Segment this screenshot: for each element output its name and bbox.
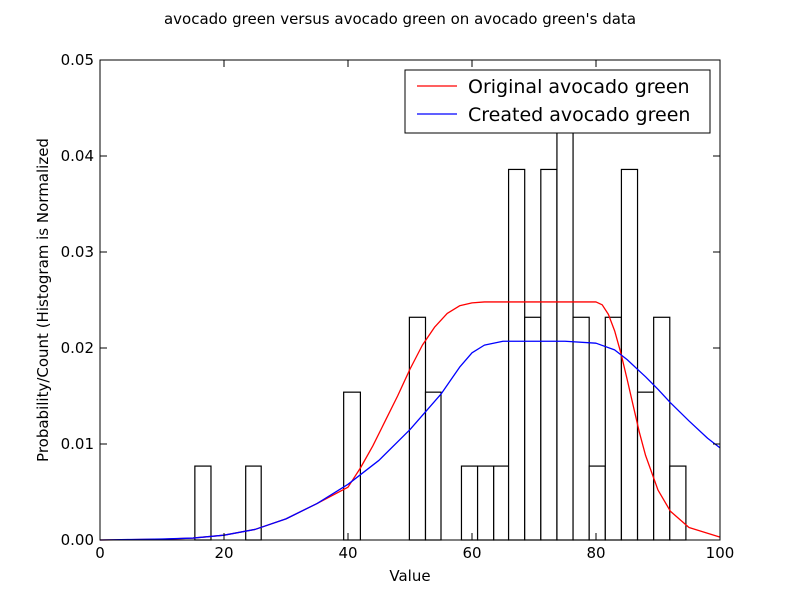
histogram-bar-0 <box>194 465 212 541</box>
histogram-bar-11 <box>556 131 574 541</box>
y-tick-label-2: 0.02 <box>61 339 94 357</box>
histogram-bars <box>194 131 687 541</box>
legend-label-created: Created avocado green <box>468 104 690 126</box>
histogram-bar-4 <box>424 391 442 541</box>
legend: Original avocado green Created avocado g… <box>404 69 711 134</box>
histogram-bar-12 <box>572 316 590 541</box>
legend-label-original: Original avocado green <box>468 76 690 98</box>
histogram-bar-14 <box>604 316 623 541</box>
x-tick-label-0: 0 <box>95 544 105 562</box>
y-tick-label-1: 0.01 <box>61 435 94 453</box>
y-axis-ticks: 0.00 0.01 0.02 0.03 0.04 0.05 <box>61 51 720 549</box>
legend-box <box>404 69 711 134</box>
y-tick-label-5: 0.05 <box>61 51 94 69</box>
x-tick-label-5: 100 <box>706 544 735 562</box>
series-line-1 <box>99 340 721 541</box>
histogram-bar-5 <box>460 465 479 541</box>
histogram-bar-13 <box>588 465 606 541</box>
histogram-bar-8 <box>507 168 526 541</box>
x-tick-label-4: 80 <box>586 544 605 562</box>
histogram-bar-9 <box>524 316 542 541</box>
chart-title: avocado green versus avocado green on av… <box>164 10 636 28</box>
x-axis-label: Value <box>389 567 430 585</box>
histogram-bar-6 <box>476 465 495 541</box>
histogram-bar-7 <box>493 465 510 541</box>
histogram-bar-16 <box>636 391 655 541</box>
x-axis-ticks: 0 20 40 60 80 100 <box>95 60 734 562</box>
x-tick-label-1: 20 <box>214 544 233 562</box>
y-axis-label: Probability/Count (Histogram is Normaliz… <box>34 138 52 462</box>
histogram-bar-15 <box>620 168 639 541</box>
series-lines <box>99 301 721 541</box>
y-tick-label-4: 0.04 <box>61 147 94 165</box>
x-tick-label-3: 60 <box>462 544 481 562</box>
histogram-bar-2 <box>343 391 362 541</box>
histogram-bar-3 <box>408 316 427 541</box>
histogram-bar-10 <box>540 168 558 541</box>
histogram-bar-1 <box>245 465 262 541</box>
x-tick-label-2: 40 <box>338 544 357 562</box>
histogram-bar-18 <box>669 465 687 541</box>
y-tick-label-0: 0.00 <box>61 531 94 549</box>
plot-frame <box>99 59 721 541</box>
y-tick-label-3: 0.03 <box>61 243 94 261</box>
